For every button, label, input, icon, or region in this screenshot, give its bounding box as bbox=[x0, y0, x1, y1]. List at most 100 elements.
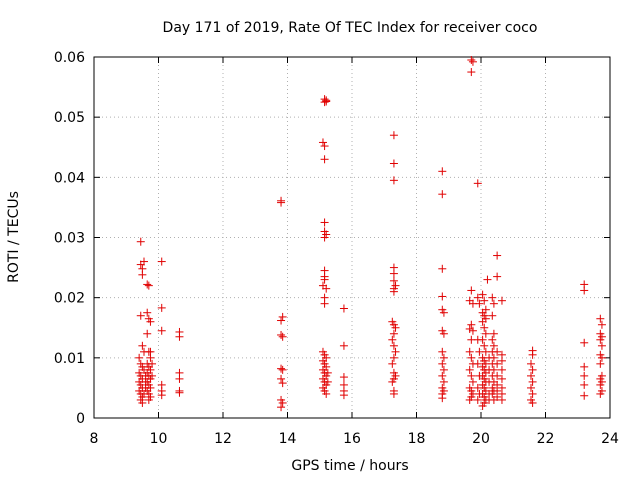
data-point bbox=[473, 293, 482, 302]
data-point bbox=[438, 394, 447, 403]
data-point bbox=[497, 374, 506, 383]
data-point bbox=[277, 364, 286, 373]
data-point bbox=[465, 395, 474, 404]
y-tick-label: 0.05 bbox=[54, 110, 85, 126]
data-point bbox=[489, 365, 498, 374]
x-axis-title: GPS time / hours bbox=[291, 458, 408, 474]
data-point bbox=[138, 398, 147, 407]
data-point bbox=[339, 304, 348, 313]
data-point bbox=[489, 299, 498, 308]
data-point bbox=[439, 365, 448, 374]
data-point bbox=[320, 233, 329, 242]
data-point bbox=[438, 264, 447, 273]
data-point bbox=[157, 391, 166, 400]
data-point bbox=[596, 359, 605, 368]
data-point bbox=[388, 359, 397, 368]
y-tick-label: 0.02 bbox=[54, 291, 85, 307]
chart-title: Day 171 of 2019, Rate Of TEC Index for r… bbox=[163, 20, 538, 36]
data-point bbox=[175, 332, 184, 341]
x-tick-label: 14 bbox=[279, 431, 297, 447]
data-point bbox=[278, 365, 287, 374]
data-point bbox=[135, 353, 144, 362]
data-point bbox=[144, 395, 153, 404]
data-point bbox=[596, 389, 605, 398]
data-point bbox=[389, 159, 398, 168]
data-point bbox=[320, 155, 329, 164]
data-point bbox=[323, 377, 332, 386]
data-point bbox=[478, 290, 487, 299]
x-tick-labels: 8 10 12 14 16 18 20 22 24 bbox=[90, 431, 619, 447]
data-point bbox=[439, 329, 448, 338]
data-point bbox=[488, 335, 497, 344]
data-point bbox=[320, 275, 329, 284]
data-point bbox=[138, 270, 147, 279]
data-point bbox=[277, 403, 286, 412]
data-point bbox=[467, 286, 476, 295]
data-point bbox=[157, 303, 166, 312]
data-point bbox=[528, 350, 537, 359]
data-point bbox=[493, 359, 502, 368]
data-point bbox=[278, 332, 287, 341]
data-point bbox=[439, 377, 448, 386]
x-tick-label: 22 bbox=[537, 431, 555, 447]
data-point bbox=[339, 373, 348, 382]
data-point bbox=[320, 218, 329, 227]
data-point bbox=[480, 296, 489, 305]
data-point bbox=[339, 391, 348, 400]
data-point bbox=[438, 167, 447, 176]
data-point bbox=[465, 324, 474, 333]
data-point bbox=[580, 380, 589, 389]
data-point bbox=[596, 380, 605, 389]
x-tick-label: 10 bbox=[150, 431, 168, 447]
data-point bbox=[438, 190, 447, 199]
data-point bbox=[526, 359, 535, 368]
data-point bbox=[528, 398, 537, 407]
data-point bbox=[478, 335, 487, 344]
data-point bbox=[465, 347, 474, 356]
data-point bbox=[493, 251, 502, 260]
data-point bbox=[148, 371, 157, 380]
data-point bbox=[278, 379, 287, 388]
x-tick-label: 24 bbox=[601, 431, 619, 447]
data-point bbox=[278, 398, 287, 407]
data-point bbox=[473, 395, 482, 404]
data-point bbox=[467, 56, 476, 65]
data-point bbox=[143, 308, 152, 317]
data-point bbox=[389, 269, 398, 278]
data-point bbox=[467, 353, 476, 362]
data-point bbox=[143, 329, 152, 338]
data-point bbox=[478, 317, 487, 326]
data-point bbox=[489, 353, 498, 362]
y-tick-label: 0.06 bbox=[54, 50, 85, 66]
data-point bbox=[438, 292, 447, 301]
data-point bbox=[468, 377, 477, 386]
data-point bbox=[467, 320, 476, 329]
data-point bbox=[322, 389, 331, 398]
data-point bbox=[468, 326, 477, 335]
data-point bbox=[488, 389, 497, 398]
data-point bbox=[277, 374, 286, 383]
data-points bbox=[135, 56, 606, 412]
data-point bbox=[465, 365, 474, 374]
data-point bbox=[483, 275, 492, 284]
data-point bbox=[389, 131, 398, 140]
data-point bbox=[388, 377, 397, 386]
data-point bbox=[473, 359, 482, 368]
data-point bbox=[597, 320, 606, 329]
data-point bbox=[480, 323, 489, 332]
data-point bbox=[497, 296, 506, 305]
data-point bbox=[489, 329, 498, 338]
data-point bbox=[438, 347, 447, 356]
data-point bbox=[148, 359, 157, 368]
data-point bbox=[478, 401, 487, 410]
data-point bbox=[278, 312, 287, 321]
data-point bbox=[389, 353, 398, 362]
y-tick-label: 0.03 bbox=[54, 231, 85, 247]
data-point bbox=[439, 353, 448, 362]
data-point bbox=[526, 371, 535, 380]
data-point bbox=[157, 257, 166, 266]
data-point bbox=[480, 341, 489, 350]
data-point bbox=[493, 371, 502, 380]
data-point bbox=[597, 341, 606, 350]
data-point bbox=[526, 383, 535, 392]
